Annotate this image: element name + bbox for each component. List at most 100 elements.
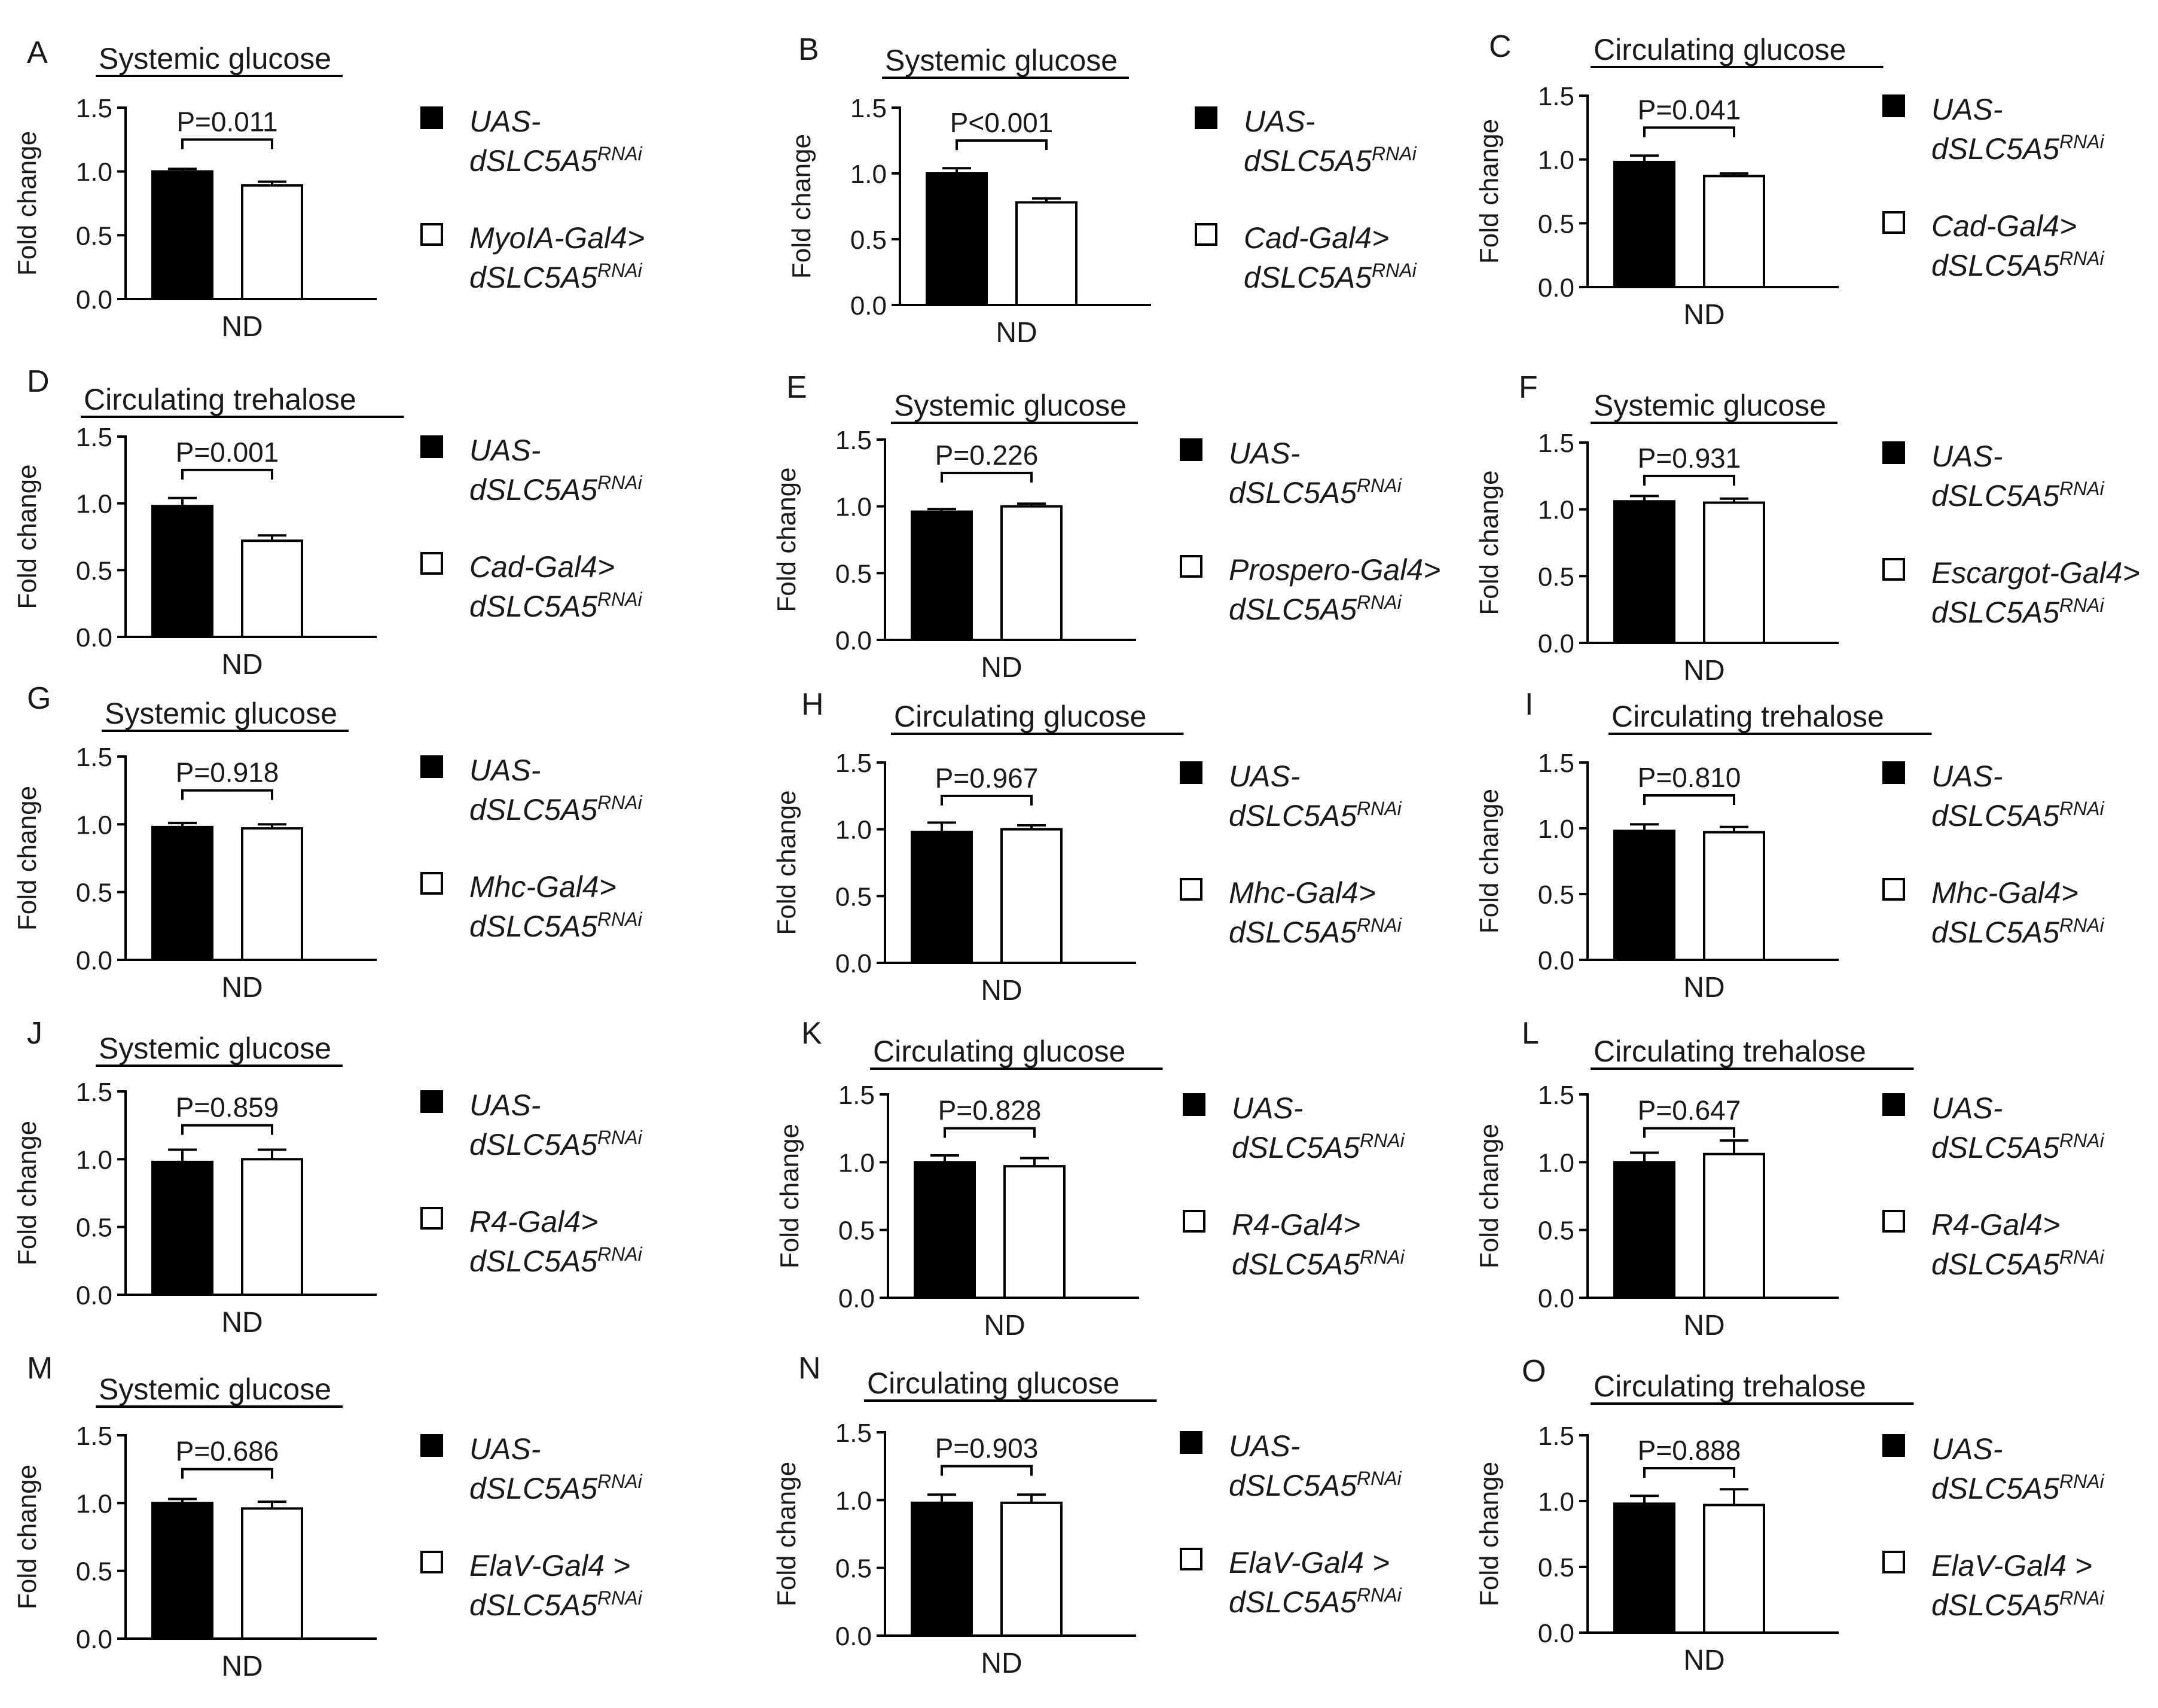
panel-g-y-tick-label: 0.0 (76, 946, 112, 975)
panel-h-x-label: ND (981, 975, 1022, 1006)
panel-h-legend-line1: UAS- (1229, 760, 1300, 793)
panel-e-y-tick-label: 0.0 (835, 626, 872, 655)
panel-n-sig-bracket (941, 1465, 1033, 1476)
panel-h-title: Circulating glucose (894, 700, 1146, 733)
panel-d-legend-line2: dSLC5A5RNAi (469, 472, 643, 507)
panel-d-bar-control (151, 505, 213, 639)
panel-c-legend-swatch-knockdown (1882, 211, 1905, 234)
panel-c-legend-line1: Cad-Gal4> (1931, 209, 2077, 243)
panel-f-legend-superscript: RNAi (2059, 594, 2105, 616)
panel-j-legend-line2: dSLC5A5RNAi (469, 1127, 643, 1161)
panel-b-legend-line1: UAS- (1244, 105, 1315, 138)
panel-n-legend-superscript: RNAi (1357, 1468, 1402, 1489)
panel-f-y-tick-label: 0.0 (1538, 629, 1574, 658)
panel-f-legend-line2: dSLC5A5RNAi (1931, 478, 2105, 513)
panel-h-legend-swatch-control (1180, 761, 1202, 784)
panel-b-legend-superscript: RNAi (1372, 260, 1417, 281)
panel-n-legend-line1: UAS- (1229, 1429, 1300, 1463)
panel-l-p-value: P=0.647 (1638, 1095, 1741, 1126)
panel-o-y-tick-label: 1.5 (1538, 1422, 1574, 1451)
panel-a-sig-bracket (181, 138, 273, 150)
panel-j-letter: J (27, 1016, 42, 1051)
panel-l-x-label: ND (1683, 1310, 1724, 1341)
panel-e-x-label: ND (981, 652, 1022, 684)
panel-n-bar-knockdown (1000, 1501, 1063, 1637)
panel-m-title: Systemic glucose (99, 1372, 331, 1406)
panel-j-sig-bracket (181, 1124, 273, 1135)
panel-f-y-tick-label: 1.5 (1538, 429, 1574, 458)
panel-i-legend-superscript: RNAi (2059, 798, 2105, 819)
panel-j-legend-swatch-knockdown (420, 1207, 443, 1230)
panel-a-legend-line1: MyoIA-Gal4> (469, 221, 645, 255)
panel-c-legend-superscript: RNAi (2059, 248, 2105, 269)
panel-i-legend-line2: dSLC5A5RNAi (1931, 798, 2105, 832)
panel-a-x-label: ND (221, 311, 262, 343)
panel-n-y-tick-label: 0.0 (835, 1622, 872, 1651)
panel-i-letter: I (1525, 687, 1533, 722)
panel-j-y-tick-label: 1.5 (76, 1078, 112, 1107)
panel-k-x-label: ND (984, 1310, 1025, 1341)
panel-a-legend-superscript: RNAi (597, 143, 643, 164)
panel-g-y-tick-label: 1.5 (76, 743, 112, 772)
panel-h-legend-line2: dSLC5A5RNAi (1229, 798, 1402, 832)
panel-i-bar-control (1613, 829, 1675, 962)
panel-m-legend-line2: dSLC5A5RNAi (469, 1587, 643, 1622)
panel-f-legend-swatch-control (1882, 441, 1905, 464)
panel-d-y-tick-label: 1.5 (76, 423, 112, 452)
panel-b-legend-line2: dSLC5A5RNAi (1244, 260, 1417, 294)
panel-d-title: Circulating trehalose (84, 383, 356, 416)
panel-k-legend-superscript: RNAi (1360, 1130, 1405, 1151)
panel-b-bar-knockdown (1015, 201, 1078, 306)
panel-g-legend-superscript: RNAi (597, 908, 643, 930)
panel-f-p-value: P=0.931 (1638, 443, 1741, 474)
panel-h-y-tick-label: 0.5 (835, 882, 872, 911)
panel-e-y-tick-label: 0.5 (835, 559, 872, 588)
panel-g-bar-control (151, 825, 213, 962)
panel-c-legend-superscript: RNAi (2059, 131, 2105, 152)
panel-b-bar-control (926, 172, 988, 306)
panel-m-sig-bracket (181, 1468, 273, 1479)
panel-f-bar-control (1613, 500, 1675, 644)
panel-l-sig-bracket (1643, 1127, 1735, 1138)
panel-i-x-label: ND (1683, 972, 1724, 1004)
panel-e-p-value: P=0.226 (935, 440, 1039, 471)
panel-h-legend-line1: Mhc-Gal4> (1229, 876, 1376, 910)
panel-j-y-label: Fold change (13, 1121, 42, 1265)
panel-j-p-value: P=0.859 (176, 1092, 279, 1123)
panel-a-bar-control (151, 170, 213, 300)
panel-b-p-value: P<0.001 (950, 107, 1054, 138)
panel-b-legend-swatch-control (1195, 106, 1217, 129)
panel-o-p-value: P=0.888 (1638, 1435, 1741, 1466)
panel-g-title: Systemic glucose (105, 697, 337, 730)
panel-j-y-tick-label: 0.0 (76, 1281, 112, 1310)
panel-l-letter: L (1522, 1016, 1539, 1051)
panel-o-legend-superscript: RNAi (2059, 1587, 2105, 1609)
panel-h-legend-swatch-knockdown (1180, 878, 1202, 901)
panel-b-title: Systemic glucose (885, 44, 1118, 77)
panel-l-legend-line2: dSLC5A5RNAi (1931, 1246, 2105, 1281)
panel-j-legend-superscript: RNAi (597, 1243, 643, 1265)
panel-m-legend-line1: UAS- (469, 1432, 541, 1466)
panel-j-legend-line2: dSLC5A5RNAi (469, 1243, 643, 1278)
panel-m-y-tick-label: 1.5 (76, 1422, 112, 1451)
panel-e-legend-swatch-knockdown (1180, 555, 1202, 578)
panel-l-y-tick-label: 0.5 (1538, 1216, 1574, 1246)
panel-e-legend-line1: Prospero-Gal4> (1229, 553, 1440, 587)
panel-e-legend-line2: dSLC5A5RNAi (1229, 475, 1402, 510)
panel-n-legend-swatch-knockdown (1180, 1548, 1202, 1570)
panel-d-y-tick-label: 0.0 (76, 623, 112, 652)
panel-d-y-label: Fold change (13, 464, 42, 609)
panel-m-y-label: Fold change (13, 1465, 42, 1609)
panel-l-legend-superscript: RNAi (2059, 1246, 2105, 1268)
panel-e-y-tick-label: 1.5 (835, 426, 872, 455)
panel-d-y-tick-label: 0.5 (76, 556, 112, 585)
panel-e-y-tick-label: 1.0 (835, 493, 872, 522)
panel-k-y-tick-label: 0.0 (838, 1284, 875, 1313)
panel-g-letter: G (27, 681, 51, 716)
panel-g-legend-line1: UAS- (469, 754, 541, 787)
panel-b-y-tick-label: 1.5 (850, 94, 887, 123)
panel-n-y-label: Fold change (772, 1462, 801, 1606)
panel-c-legend-line1: UAS- (1931, 93, 2003, 126)
panel-f-y-label: Fold change (1475, 470, 1504, 615)
panel-a-legend-line1: UAS- (469, 105, 541, 138)
